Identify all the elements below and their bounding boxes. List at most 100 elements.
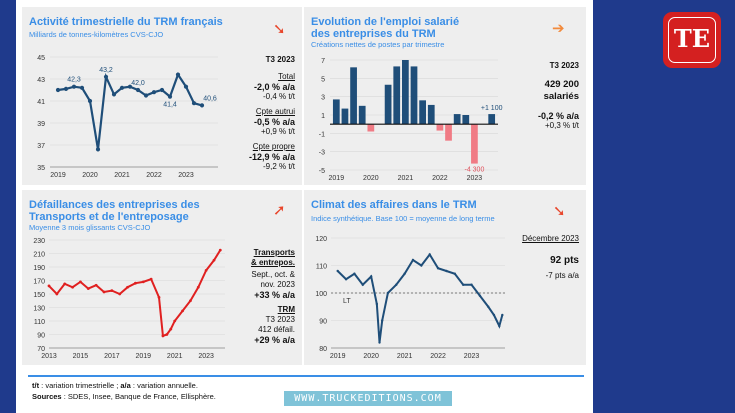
footer-term: Sources <box>32 392 62 401</box>
data-point <box>141 280 145 284</box>
data-label: 41,4 <box>163 102 177 109</box>
data-point <box>126 285 129 289</box>
data-point <box>167 94 173 99</box>
data-point <box>478 294 482 297</box>
data-point <box>165 333 169 336</box>
x-tick-label: 2019 <box>135 353 151 360</box>
panel-climat: Climat des affaires dans le TRM Indice s… <box>304 190 586 365</box>
series-line <box>336 252 504 343</box>
data-point <box>119 85 125 90</box>
data-point <box>103 74 109 79</box>
footer-line-2: Sources : SDES, Insee, Banque de France,… <box>32 392 216 401</box>
data-point <box>63 86 69 91</box>
data-point <box>110 289 114 293</box>
data-point <box>151 90 157 95</box>
emploi-stats: T3 2023 429 200 salariés -0,2 % a/a +0,3… <box>538 61 579 131</box>
y-tick-label: 90 <box>37 333 45 340</box>
y-tick-label: 210 <box>33 252 45 259</box>
y-tick-label: 150 <box>33 292 45 299</box>
activite-stats: T3 2023 Total -2,0 % a/a -0,4 % t/t Cpte… <box>249 55 295 172</box>
bar <box>488 114 496 125</box>
y-tick-label: 43 <box>37 77 45 84</box>
stat-label: Cpte propre <box>252 142 295 151</box>
data-point <box>149 277 153 281</box>
footer-line-1: t/t : variation trimestrielle ; a/a : va… <box>32 381 198 390</box>
footer-text: : variation trimestrielle ; <box>39 381 121 390</box>
data-point <box>143 93 149 98</box>
x-tick-label: 2017 <box>104 353 120 360</box>
bar <box>358 105 366 125</box>
data-point <box>183 84 189 89</box>
data-label: 43,2 <box>99 67 113 74</box>
data-point <box>71 285 74 289</box>
panel-title: Evolution de l'emploi salarié des entrep… <box>311 16 460 40</box>
data-point <box>375 302 379 306</box>
x-tick-label: 2019 <box>50 172 66 179</box>
data-point <box>86 287 90 290</box>
period-label: T3 2023 <box>549 61 579 70</box>
data-point <box>169 327 173 331</box>
defaillances-stats: Transports & entrepos. Sept., oct. & nov… <box>251 248 295 345</box>
data-point <box>470 283 473 286</box>
data-point <box>157 295 161 299</box>
data-label: 42,0 <box>131 80 145 87</box>
x-tick-label: 2020 <box>363 353 379 360</box>
data-point <box>55 292 59 296</box>
data-point <box>204 268 208 272</box>
stat-value: -2,0 % a/a <box>253 82 295 92</box>
data-point <box>492 313 496 317</box>
data-point <box>501 313 504 317</box>
footer-term: t/t <box>32 381 40 390</box>
stat-value: -0,5 % a/a <box>253 117 295 127</box>
data-label: +1 100 <box>481 105 503 112</box>
y-tick-label: 110 <box>34 319 45 326</box>
x-tick-label: 2015 <box>73 353 89 360</box>
panel-subtitle: Milliards de tonnes-kilomètres CVS-CJO <box>29 30 164 39</box>
stat-period: nov. 2023 <box>260 280 295 289</box>
business-climate-line-chart: 80 90 100 110 120 2019 2020 2021 2022 2023 LT <box>315 236 505 360</box>
y-tick-label: -1 <box>319 131 325 138</box>
bar <box>427 104 435 125</box>
stat-label: Cpte autrui <box>255 107 295 116</box>
bar <box>367 124 375 132</box>
x-tick-label: 2020 <box>82 172 98 179</box>
data-point <box>461 283 465 286</box>
y-tick-label: 90 <box>319 319 327 326</box>
panel-subtitle: Créations nettes de postes par trimestre <box>311 40 445 49</box>
truck-editions-logo: TE <box>663 12 721 68</box>
data-point <box>134 281 137 285</box>
x-tick-label: 2023 <box>198 353 214 360</box>
data-point <box>361 283 364 286</box>
stat-value: -7 pts a/a <box>545 271 579 280</box>
data-point <box>420 264 423 267</box>
down-right-arrow-icon: ➘ <box>273 20 286 38</box>
y-tick-label: 1 <box>321 113 325 120</box>
data-point <box>428 253 431 256</box>
x-tick-label: 2022 <box>430 353 446 360</box>
stat-label: & entrepos. <box>250 258 295 267</box>
data-point <box>395 283 398 286</box>
data-point <box>218 248 222 252</box>
bar <box>471 124 478 164</box>
data-point <box>411 258 415 262</box>
stat-period: 412 défail. <box>258 325 295 334</box>
y-tick-label: 120 <box>315 236 327 243</box>
y-tick-label: 130 <box>33 306 45 313</box>
stat-period: T3 2023 <box>265 315 295 324</box>
stat-value: 429 200 <box>544 79 579 90</box>
x-tick-label: 2021 <box>114 172 130 179</box>
bar <box>350 67 357 125</box>
bar <box>436 124 444 131</box>
stat-value: +0,9 % t/t <box>260 127 295 136</box>
data-point <box>118 292 122 296</box>
data-point <box>378 341 381 344</box>
y-tick-label: 37 <box>37 143 45 150</box>
data-point <box>63 282 67 286</box>
bar <box>341 108 349 125</box>
data-point <box>199 103 205 108</box>
x-tick-label: 2022 <box>432 175 448 182</box>
data-point <box>161 334 165 338</box>
panel-activite: Activité trimestrielle du TRM français M… <box>22 7 302 185</box>
data-point <box>369 275 373 278</box>
logo-mark: TE <box>668 17 716 63</box>
